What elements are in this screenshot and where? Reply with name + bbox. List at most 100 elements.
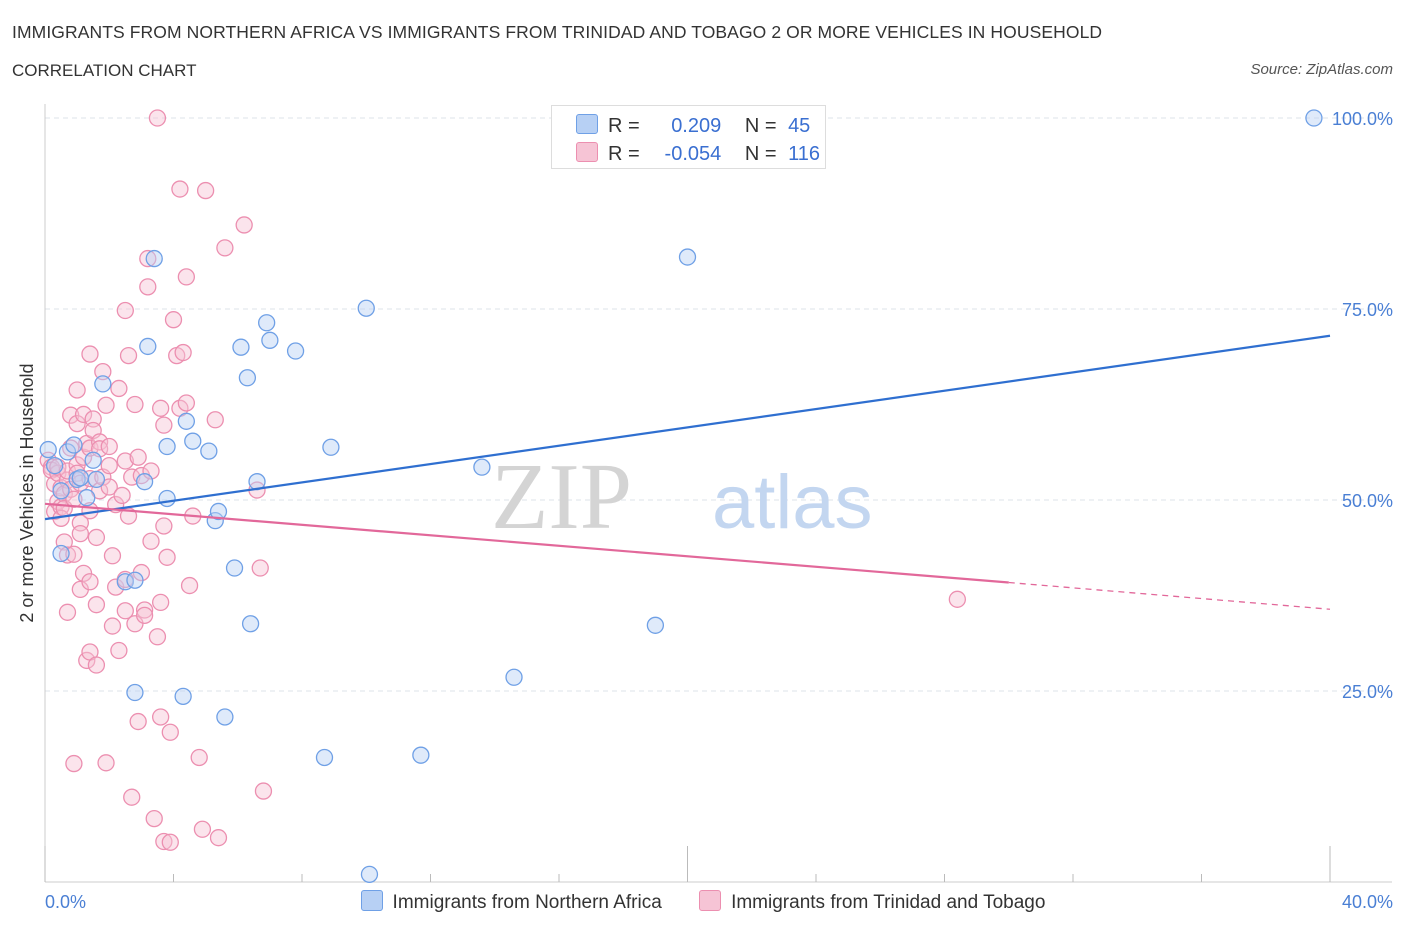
point-trinidad <box>81 345 99 363</box>
point-trinidad <box>87 528 106 547</box>
point-northern-africa <box>200 442 218 460</box>
point-northern-africa <box>52 482 70 500</box>
point-trinidad <box>135 606 154 625</box>
point-trinidad <box>193 820 212 838</box>
point-trinidad <box>68 381 86 399</box>
point-trinidad <box>151 593 170 612</box>
point-northern-africa <box>646 616 665 634</box>
point-trinidad <box>142 462 160 480</box>
point-northern-africa <box>357 299 375 317</box>
point-northern-africa <box>322 438 340 456</box>
point-trinidad <box>116 301 134 320</box>
y-tick-label: 75.0% <box>1342 300 1393 320</box>
legend-row-trinidad: R = -0.054 N = 116 <box>576 142 820 165</box>
point-northern-africa <box>94 375 112 393</box>
legend-label-northern-africa: Immigrants from Northern Africa <box>392 892 662 913</box>
point-trinidad <box>116 602 134 620</box>
point-northern-africa <box>87 470 106 489</box>
point-trinidad <box>71 524 89 543</box>
watermark: ZIP atlas <box>491 445 873 549</box>
point-trinidad <box>94 362 112 381</box>
series-trinidad-points <box>39 109 966 851</box>
point-northern-africa <box>216 708 234 726</box>
point-trinidad <box>123 788 141 806</box>
point-trinidad <box>190 748 208 767</box>
legend-r-label: R = <box>608 143 640 165</box>
y-tick-label: 50.0% <box>1342 491 1393 511</box>
point-trinidad <box>110 641 128 660</box>
point-trinidad <box>129 712 147 731</box>
point-northern-africa <box>126 683 144 702</box>
point-northern-africa <box>65 436 83 454</box>
point-northern-africa <box>241 615 260 633</box>
watermark-zip: ZIP <box>491 445 632 549</box>
point-trinidad <box>139 278 157 296</box>
point-northern-africa <box>315 748 334 767</box>
point-northern-africa <box>473 458 491 476</box>
point-northern-africa <box>177 412 196 430</box>
point-northern-africa <box>135 473 154 491</box>
point-trinidad <box>164 311 183 329</box>
legend-r-label: R = <box>608 115 640 137</box>
point-northern-africa <box>126 571 144 589</box>
legend-r-value-blue: 0.209 <box>671 115 722 137</box>
point-trinidad <box>254 782 273 800</box>
axes-layer <box>44 104 1392 883</box>
point-northern-africa <box>258 314 276 332</box>
point-trinidad <box>74 405 93 424</box>
point-northern-africa <box>505 668 523 686</box>
point-trinidad <box>161 723 179 741</box>
watermark-atlas: atlas <box>712 460 873 545</box>
legend-n-label: N = <box>744 115 777 137</box>
point-northern-africa <box>39 440 57 459</box>
point-northern-africa <box>52 544 70 563</box>
legend-item-trinidad: Immigrants from Trinidad and Tobago <box>699 890 1045 914</box>
point-northern-africa <box>232 338 250 356</box>
point-northern-africa <box>412 746 430 764</box>
point-northern-africa <box>261 331 279 349</box>
y-tick-label: 25.0% <box>1342 682 1393 702</box>
legend-swatch-blue <box>576 114 598 134</box>
point-trinidad <box>87 656 106 674</box>
point-northern-africa <box>678 248 697 266</box>
point-trinidad <box>103 547 122 565</box>
source-label: Source: ZipAtlas.com <box>1250 61 1393 78</box>
point-trinidad <box>155 517 173 535</box>
point-trinidad <box>135 601 154 619</box>
point-trinidad <box>251 559 269 577</box>
trend-line-northern-africa <box>44 334 1331 521</box>
point-trinidad <box>129 448 147 466</box>
point-northern-africa <box>71 469 89 487</box>
point-northern-africa <box>78 489 96 507</box>
point-trinidad <box>174 343 192 362</box>
point-northern-africa <box>360 865 379 884</box>
point-trinidad <box>116 452 134 470</box>
chart-subtitle: CORRELATION CHART <box>12 61 197 80</box>
point-trinidad <box>68 414 86 433</box>
point-trinidad <box>65 754 83 773</box>
point-trinidad <box>142 532 160 550</box>
point-trinidad <box>145 809 163 828</box>
legend-n-label: N = <box>744 143 777 165</box>
point-trinidad <box>155 832 173 851</box>
x-tick-label-min: 0.0% <box>45 892 86 912</box>
point-trinidad <box>100 478 118 496</box>
point-trinidad <box>100 456 118 475</box>
point-trinidad <box>97 396 115 414</box>
point-trinidad <box>103 617 122 635</box>
point-trinidad <box>58 546 77 564</box>
point-trinidad <box>58 603 77 621</box>
point-northern-africa <box>174 687 192 705</box>
series-legend: Immigrants from Northern Africa Immigran… <box>0 890 1406 914</box>
point-northern-africa <box>145 249 163 268</box>
point-northern-africa <box>158 489 176 508</box>
trend-line-trinidad <box>44 502 1009 584</box>
point-northern-africa <box>209 502 228 521</box>
point-trinidad <box>110 379 128 398</box>
legend-n-value-pink: 116 <box>788 143 820 165</box>
point-trinidad <box>948 590 966 608</box>
point-trinidad <box>126 395 144 414</box>
point-trinidad <box>100 437 118 456</box>
point-northern-africa <box>225 559 244 577</box>
legend-swatch-pink <box>576 142 598 162</box>
